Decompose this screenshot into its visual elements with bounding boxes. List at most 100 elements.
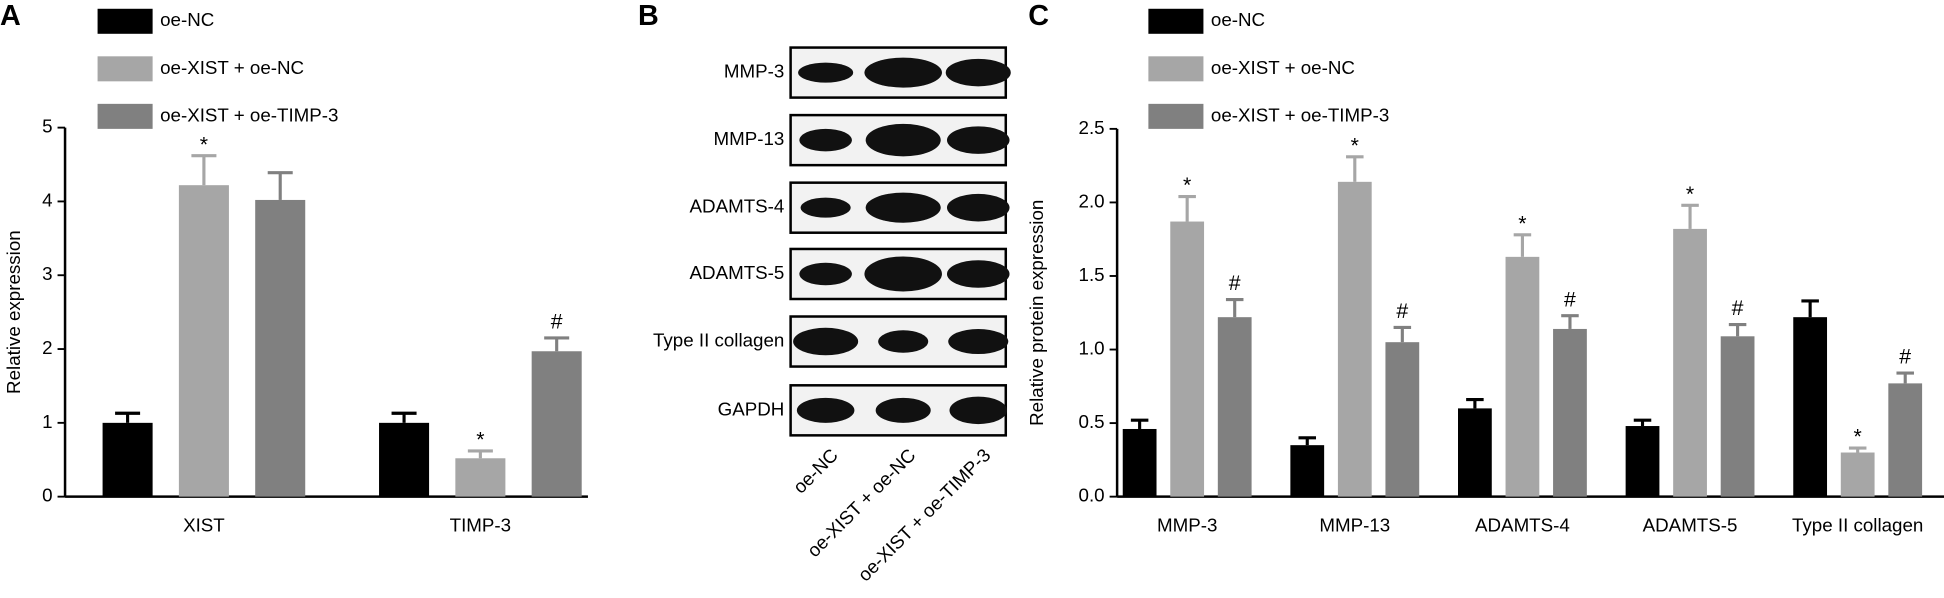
blot-band <box>864 57 942 88</box>
x-tick-label: ADAMTS-4 <box>1475 515 1570 536</box>
bar <box>102 422 153 497</box>
error-bar <box>1346 155 1364 182</box>
significance-marker: * <box>476 427 484 451</box>
bar <box>1505 256 1540 497</box>
x-tick-label: MMP-3 <box>1157 515 1217 536</box>
x-tick-label: ADAMTS-5 <box>1643 515 1738 536</box>
error-bar <box>467 449 493 459</box>
significance-marker: # <box>1732 296 1744 320</box>
legend-label: oe-NC <box>160 9 214 30</box>
x-tick-label: TIMP-3 <box>450 515 511 536</box>
error-bar <box>1393 325 1412 343</box>
blot-band <box>949 396 1008 425</box>
y-tick-label: 2.5 <box>1079 117 1105 138</box>
error-bar <box>1298 436 1317 446</box>
error-bar <box>544 336 570 352</box>
y-axis-label: Relative protein expression <box>1026 200 1047 426</box>
bar <box>1625 426 1660 497</box>
y-tick-label: 0.0 <box>1079 485 1105 506</box>
significance-marker: * <box>200 132 208 156</box>
error-bar <box>1466 397 1484 409</box>
bar <box>1888 383 1923 497</box>
y-tick-label: 0 <box>42 485 52 506</box>
blot-band <box>945 58 1011 87</box>
blot-band <box>800 197 851 218</box>
x-tick-label: MMP-13 <box>1319 515 1390 536</box>
error-bar <box>1633 418 1652 427</box>
significance-marker: * <box>1854 425 1862 449</box>
blot-band <box>793 327 859 356</box>
y-tick-label: 0.5 <box>1079 411 1105 432</box>
blot-band <box>948 329 1009 355</box>
error-bar <box>1178 194 1196 222</box>
y-tick-label: 1 <box>42 411 52 432</box>
legend-label: oe-NC <box>1211 9 1265 30</box>
error-bar <box>1728 322 1747 337</box>
error-bar <box>1681 203 1699 229</box>
blot-row-label: GAPDH <box>718 398 785 419</box>
blot-band <box>946 260 1010 288</box>
y-tick-label: 4 <box>42 189 52 210</box>
blot-band <box>946 193 1010 222</box>
blot-row-label: ADAMTS-5 <box>690 262 785 283</box>
error-bar <box>391 411 417 423</box>
panel-label: C <box>1028 0 1049 32</box>
significance-marker: # <box>1229 271 1241 295</box>
blot-band <box>865 192 941 223</box>
blot-row-label: MMP-13 <box>714 128 785 149</box>
blot-row-label: MMP-3 <box>724 61 784 82</box>
blot-band <box>798 62 854 83</box>
blot-band <box>865 123 941 157</box>
significance-marker: # <box>1564 287 1576 311</box>
legend-swatch <box>97 56 153 82</box>
bar <box>255 199 306 497</box>
error-bar <box>1225 297 1244 318</box>
blot-band <box>799 262 852 286</box>
bar <box>379 422 430 497</box>
significance-marker: # <box>1899 345 1911 369</box>
significance-marker: * <box>1351 133 1359 157</box>
blot-band <box>864 256 942 292</box>
error-bar <box>191 154 217 186</box>
bar <box>1290 445 1325 497</box>
legend-swatch <box>97 103 153 129</box>
bar <box>1217 317 1252 497</box>
error-bar <box>115 411 141 423</box>
legend-label: oe-XIST + oe-NC <box>160 57 304 78</box>
y-axis-label: Relative expression <box>3 230 24 394</box>
bar <box>1385 342 1420 497</box>
x-tick-label: Type II collagen <box>1792 515 1923 536</box>
bar <box>1673 228 1707 497</box>
blot-row-label: Type II collagen <box>653 329 784 350</box>
bar <box>531 351 582 497</box>
bar <box>1553 328 1587 497</box>
legend-label: oe-XIST + oe-TIMP-3 <box>1211 104 1389 125</box>
y-tick-label: 5 <box>42 116 52 137</box>
error-bar <box>267 171 293 200</box>
bar <box>1337 181 1372 497</box>
blot-band <box>796 397 855 423</box>
y-tick-label: 1.0 <box>1079 337 1105 358</box>
blot-band <box>799 128 852 152</box>
blot-band <box>875 397 931 423</box>
blot-band <box>878 330 929 353</box>
bar <box>1720 336 1755 497</box>
bar <box>178 185 229 497</box>
bar <box>1122 428 1157 497</box>
bar <box>1840 452 1875 497</box>
panel-label: A <box>0 0 21 32</box>
bar <box>1458 408 1492 497</box>
error-bar <box>1561 314 1579 329</box>
legend-swatch <box>1148 56 1204 82</box>
legend-swatch <box>97 8 153 34</box>
significance-marker: * <box>1183 173 1191 197</box>
legend-label: oe-XIST + oe-NC <box>1211 57 1355 78</box>
y-tick-label: 2 <box>42 337 52 358</box>
panel-label: B <box>638 0 659 32</box>
bar <box>1170 221 1205 497</box>
significance-marker: * <box>1518 211 1526 235</box>
error-bar <box>1848 446 1867 453</box>
legend-label: oe-XIST + oe-TIMP-3 <box>160 104 338 125</box>
error-bar <box>1513 233 1532 257</box>
